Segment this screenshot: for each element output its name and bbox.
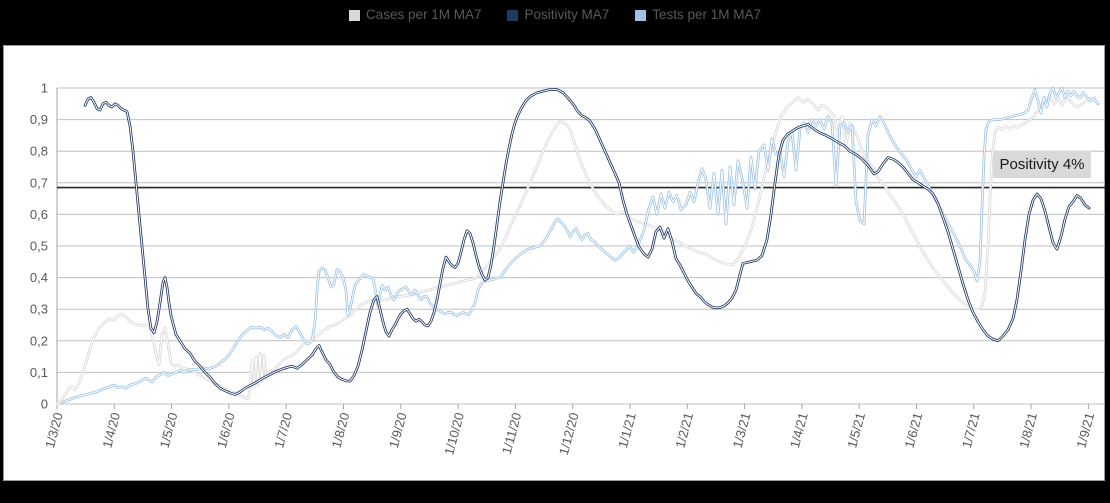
tests-series-swatch-icon bbox=[635, 9, 647, 21]
x-tick-label: 1/9/20 bbox=[386, 411, 410, 450]
chart-panel bbox=[3, 45, 1105, 481]
series-line-positivity-ma7 bbox=[83, 88, 1091, 396]
legend-label-cases: Cases per 1M MA7 bbox=[365, 7, 482, 22]
series-line-tests-per-1m-ma7 bbox=[60, 86, 1100, 404]
y-tick-label: 0,9 bbox=[30, 112, 48, 127]
y-tick-label: 0,8 bbox=[30, 144, 48, 159]
legend-item-positivity: Positivity MA7 bbox=[507, 7, 609, 23]
positivity-series-swatch-icon bbox=[507, 9, 519, 21]
x-tick-label: 1/12/20 bbox=[556, 411, 582, 457]
x-tick-label: 1/5/20 bbox=[157, 411, 181, 450]
x-tick-label: 1/1/21 bbox=[615, 411, 639, 450]
x-tick-label: 1/11/20 bbox=[499, 411, 524, 456]
series-core-cases-per-1m-ma7 bbox=[56, 95, 1096, 405]
x-tick-label: 1/4/20 bbox=[99, 411, 123, 450]
legend-label-positivity: Positivity MA7 bbox=[524, 7, 610, 22]
x-tick-label: 1/9/21 bbox=[1073, 411, 1097, 450]
y-tick-label: 0,3 bbox=[30, 302, 48, 317]
x-tick-label: 1/2/21 bbox=[672, 411, 696, 450]
y-tick-label: 0 bbox=[41, 397, 48, 412]
y-tick-label: 1 bbox=[41, 81, 48, 96]
legend-item-cases: Cases per 1M MA7 bbox=[348, 7, 482, 23]
x-tick-label: 1/8/20 bbox=[329, 411, 353, 450]
cases-series-swatch-icon bbox=[348, 9, 360, 21]
x-tick-label: 1/3/21 bbox=[730, 411, 754, 450]
x-tick-label: 1/3/20 bbox=[42, 411, 66, 450]
x-tick-label: 1/7/20 bbox=[271, 411, 295, 450]
y-tick-label: 0,7 bbox=[30, 175, 48, 190]
y-tick-label: 0,2 bbox=[30, 333, 48, 348]
x-tick-label: 1/7/21 bbox=[959, 411, 983, 450]
legend-item-tests: Tests per 1M MA7 bbox=[635, 7, 761, 23]
x-tick-label: 1/6/21 bbox=[902, 411, 926, 450]
y-tick-label: 0,5 bbox=[30, 239, 48, 254]
legend-label-tests: Tests per 1M MA7 bbox=[652, 7, 762, 22]
x-tick-label: 1/8/21 bbox=[1016, 411, 1040, 450]
y-tick-label: 0,1 bbox=[30, 365, 48, 380]
x-tick-label: 1/6/20 bbox=[214, 411, 238, 450]
x-tick-label: 1/4/21 bbox=[787, 411, 811, 450]
x-tick-label: 1/10/20 bbox=[441, 411, 467, 457]
positivity-threshold-annotation: Positivity 4% bbox=[993, 151, 1091, 178]
y-tick-label: 0,6 bbox=[30, 207, 48, 222]
chart-legend: Cases per 1M MA7 Positivity MA7 Tests pe… bbox=[0, 0, 1110, 45]
series-core-tests-per-1m-ma7 bbox=[61, 87, 1099, 403]
x-tick-label: 1/5/21 bbox=[844, 411, 868, 450]
series-core-positivity-ma7 bbox=[84, 89, 1090, 395]
series-line-cases-per-1m-ma7 bbox=[55, 94, 1097, 406]
y-tick-label: 0,4 bbox=[30, 270, 48, 285]
